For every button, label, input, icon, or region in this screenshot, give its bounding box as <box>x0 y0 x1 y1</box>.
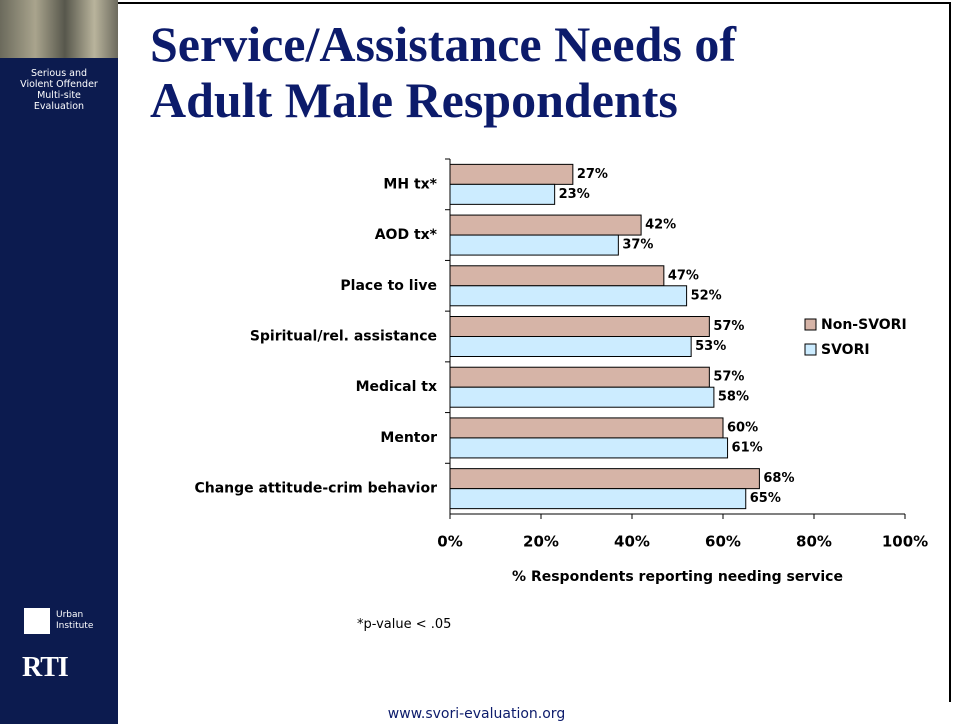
x-tick-label: 20% <box>523 533 559 551</box>
bar <box>449 386 715 408</box>
value-label: 58% <box>718 390 749 405</box>
x-tick-label: 100% <box>882 533 928 551</box>
bar <box>449 234 619 256</box>
legend-swatch <box>804 343 817 356</box>
value-label: 42% <box>645 218 676 233</box>
value-label: 47% <box>668 268 699 283</box>
project-name: Serious and Violent Offender Multi-site … <box>20 68 98 112</box>
sidebar-photo <box>0 0 118 58</box>
y-tick-label: MH tx* <box>383 176 437 192</box>
frame-top <box>118 2 951 4</box>
x-tick-label: 40% <box>614 533 650 551</box>
urban-logo-mark <box>24 608 50 634</box>
value-label: 61% <box>732 440 763 455</box>
bar <box>449 488 747 510</box>
x-tick-label: 60% <box>705 533 741 551</box>
value-label: 27% <box>577 167 608 182</box>
y-tick-label: Spiritual/rel. assistance <box>250 329 437 345</box>
x-axis-label: % Respondents reporting needing service <box>512 569 843 585</box>
value-label: 23% <box>559 187 590 202</box>
y-tick-label: AOD tx* <box>375 227 438 243</box>
value-label: 52% <box>691 288 722 303</box>
bar <box>449 468 760 490</box>
value-label: 53% <box>695 339 726 354</box>
bar <box>449 316 710 337</box>
y-tick-label: Place to live <box>340 278 437 294</box>
value-label: 57% <box>713 319 744 334</box>
value-label: 37% <box>622 238 653 253</box>
frame-right <box>949 2 951 702</box>
y-tick-label: Mentor <box>380 430 437 446</box>
bar <box>449 214 642 236</box>
urban-logo-text: Urban Institute <box>56 610 94 631</box>
value-label: 57% <box>713 370 744 385</box>
sidebar: Serious and Violent Offender Multi-site … <box>0 0 118 724</box>
y-tick-label: Change attitude-crim behavior <box>194 481 437 497</box>
legend-label: SVORI <box>821 342 870 358</box>
bar <box>449 285 688 307</box>
chart-title: Service/Assistance Needs of Adult Male R… <box>150 16 736 128</box>
y-tick-label: Medical tx <box>356 379 437 395</box>
footnote: *p-value < .05 <box>357 617 452 632</box>
bar <box>449 437 729 459</box>
x-tick-label: 80% <box>796 533 832 551</box>
value-label: 68% <box>763 471 794 486</box>
rti-logo: RTI <box>22 652 69 683</box>
bar <box>449 336 692 357</box>
bar <box>449 183 556 205</box>
legend-swatch <box>804 318 817 331</box>
bar <box>449 163 574 185</box>
legend-label: Non-SVORI <box>821 317 907 333</box>
value-label: 60% <box>727 420 758 435</box>
value-label: 65% <box>750 491 781 506</box>
bar <box>449 417 724 439</box>
footer-url: www.svori-evaluation.org <box>387 706 566 722</box>
bar <box>449 366 710 388</box>
bar <box>449 265 665 287</box>
x-tick-label: 0% <box>437 533 462 551</box>
